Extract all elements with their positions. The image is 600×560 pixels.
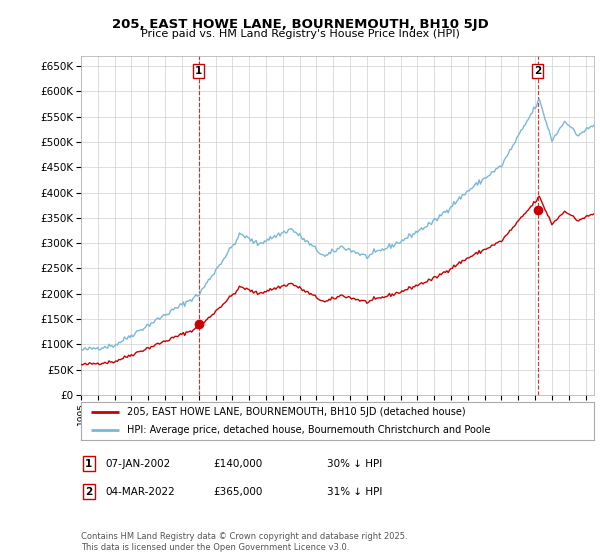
Text: 2: 2 [535,66,542,76]
Text: 30% ↓ HPI: 30% ↓ HPI [327,459,382,469]
Text: 2: 2 [85,487,92,497]
Text: £140,000: £140,000 [213,459,262,469]
Text: 205, EAST HOWE LANE, BOURNEMOUTH, BH10 5JD (detached house): 205, EAST HOWE LANE, BOURNEMOUTH, BH10 5… [127,407,466,417]
Text: 1: 1 [195,66,202,76]
Text: £365,000: £365,000 [213,487,262,497]
Text: 205, EAST HOWE LANE, BOURNEMOUTH, BH10 5JD: 205, EAST HOWE LANE, BOURNEMOUTH, BH10 5… [112,18,488,31]
Text: 07-JAN-2002: 07-JAN-2002 [105,459,170,469]
Text: HPI: Average price, detached house, Bournemouth Christchurch and Poole: HPI: Average price, detached house, Bour… [127,425,491,435]
Text: Price paid vs. HM Land Registry's House Price Index (HPI): Price paid vs. HM Land Registry's House … [140,29,460,39]
Text: 31% ↓ HPI: 31% ↓ HPI [327,487,382,497]
Text: 04-MAR-2022: 04-MAR-2022 [105,487,175,497]
Text: 1: 1 [85,459,92,469]
Text: Contains HM Land Registry data © Crown copyright and database right 2025.
This d: Contains HM Land Registry data © Crown c… [81,532,407,552]
